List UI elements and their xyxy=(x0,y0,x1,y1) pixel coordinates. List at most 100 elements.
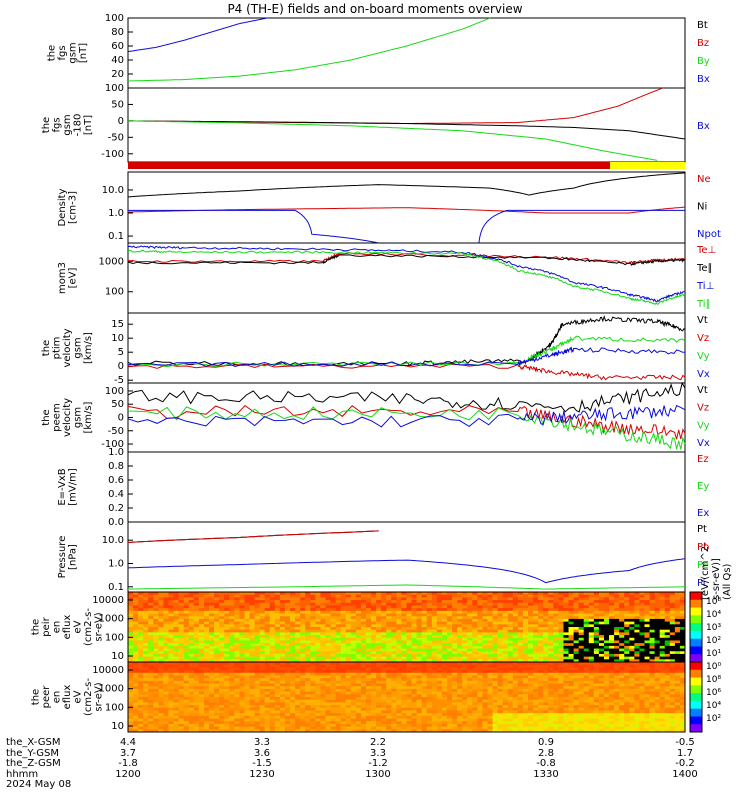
y-axis-label: -180 xyxy=(73,114,84,137)
y-tick-label: 1.0 xyxy=(108,208,124,219)
panel-frame xyxy=(127,661,686,733)
y-tick-label: 1000 xyxy=(99,256,124,267)
series-line-Pi xyxy=(127,558,686,584)
y-tick-label: 50 xyxy=(111,399,124,410)
footer-value: 1230 xyxy=(249,768,275,780)
y-tick-label: 10000 xyxy=(92,665,124,676)
y-tick-label: 0.2 xyxy=(108,503,124,514)
panel-esa-vel2: 100 50 0 -50 -100 the peem velocity gsm [km/s] Vt V… xyxy=(41,381,710,453)
y-tick-label: 80 xyxy=(111,27,124,38)
y-axis-label: [nT] xyxy=(78,43,89,63)
y-axis-label: E=-VxB xyxy=(57,468,68,505)
y-axis-label: the xyxy=(41,340,52,356)
legend-entry: Ey xyxy=(697,481,709,492)
y-tick-label: -50 xyxy=(108,132,124,143)
footer-row-label: the_X-GSM xyxy=(6,737,61,748)
colorbar-label: 10⁴ xyxy=(706,610,721,620)
y-axis-label: the xyxy=(31,619,42,635)
colorbar-peir-cell xyxy=(690,592,702,601)
status-bar-red xyxy=(128,162,610,169)
y-tick-label: 100 xyxy=(105,702,124,713)
series-line-Vx xyxy=(127,404,686,428)
legend-entry: Bt xyxy=(697,20,708,31)
footer-value: 0.9 xyxy=(538,737,554,748)
series-line-green xyxy=(128,120,658,161)
series-line-Vy xyxy=(127,406,686,450)
legend-entry: Ti⊥ xyxy=(696,281,714,292)
y-axis-label: [mV/m] xyxy=(67,468,78,506)
colorbar-label: 10⁶ xyxy=(706,688,721,698)
y-axis-label: gsm xyxy=(67,42,78,63)
y-tick-label: 20 xyxy=(111,69,124,80)
colorbar-label: 10⁴ xyxy=(706,701,721,711)
y-tick-label: 0 xyxy=(118,361,124,372)
footer-value: 1300 xyxy=(365,768,391,780)
legend-entry: Ni xyxy=(697,202,707,213)
y-tick-label: 10.0 xyxy=(102,185,124,196)
footer-value: 3.7 xyxy=(120,747,136,759)
y-tick-label: 0.6 xyxy=(108,475,124,486)
y-tick-label: 1.0 xyxy=(108,447,124,458)
y-axis-label: [eV] xyxy=(67,268,78,289)
legend-entry: Bx xyxy=(697,74,710,85)
y-axis-label: en xyxy=(52,621,63,634)
legend-entry: Pt xyxy=(697,524,707,535)
y-axis-label: peer xyxy=(41,685,52,709)
colorbar-peer-cell xyxy=(690,677,702,686)
colorbar-peir-cell xyxy=(690,646,702,655)
colorbar-peir-cell xyxy=(690,630,702,640)
legend-entry: Vx xyxy=(697,438,710,449)
footer-row-label: hhmm xyxy=(6,768,39,780)
orbit-footer: the_X-GSM 4.4 3.3 2.2 0.9 -0.5 the_Y-GSM 3.7 3.6… xyxy=(4,737,749,791)
series-line-Ti∥ xyxy=(127,249,686,306)
colorbar-peer xyxy=(689,661,703,733)
colorbar-peer-cell xyxy=(690,693,702,702)
y-axis-label: sr-eV) xyxy=(94,682,105,711)
y-axis-label: peem xyxy=(52,403,63,431)
series-line-By xyxy=(128,17,491,82)
legend-entry: Pi xyxy=(697,578,706,589)
footer-row: the_X-GSM 4.4 3.3 2.2 0.9 -0.5 xyxy=(4,737,749,749)
legend-entry: Vy xyxy=(697,351,710,362)
y-tick-label: 0.4 xyxy=(108,489,124,500)
panel-fgs-dsl: 100 50 0 -50 -100 the fgs gsm -180 [nT] Bx xyxy=(41,83,710,163)
colorbar-peer-cell xyxy=(690,700,702,710)
y-tick-label: -5 xyxy=(114,375,124,386)
colorbar-label: 10⁸ xyxy=(706,675,721,685)
y-tick-label: 100 xyxy=(105,83,124,94)
colorbar-peer-cell xyxy=(690,716,702,725)
y-tick-label: 100 xyxy=(105,632,124,643)
y-tick-label: 10 xyxy=(111,651,124,662)
y-axis-label: the xyxy=(31,689,42,705)
legend-entry: Ex xyxy=(697,508,709,519)
panel-esa-vel: 15 10 5 0 -5 the ptim velocity gsm [km/s] Vt Vz Vy Vx xyxy=(41,312,710,386)
footer-value: 1330 xyxy=(533,768,559,780)
y-axis-label: velocity xyxy=(62,328,73,367)
y-tick-label: 40 xyxy=(111,55,124,66)
status-bar-yellow xyxy=(610,162,685,169)
y-axis-label: (cm2-s- xyxy=(83,608,94,646)
footer-value: 2.8 xyxy=(538,747,554,759)
y-axis-label: fgs xyxy=(57,45,68,60)
footer-row: hhmm 1200 1230 1300 1330 1400 xyxy=(4,768,749,781)
legend-entry: Vt xyxy=(697,315,708,326)
y-axis-label: gsm xyxy=(73,407,84,428)
y-tick-label: -50 xyxy=(108,426,124,437)
y-axis-label: eV xyxy=(73,620,84,633)
footer-row: the_Z-GSM -1.8 -1.5 -1.2 -0.8 -0.2 xyxy=(4,758,749,770)
y-tick-label: 0 xyxy=(118,116,124,127)
footer-value: -0.8 xyxy=(536,758,556,769)
colorbar-peir-cell xyxy=(690,599,702,609)
footer-value: 2.2 xyxy=(370,737,386,748)
footer-value: -1.5 xyxy=(252,758,272,769)
panel-peer: 10000 1000 100 10 the peer en eflux eV (cm2-s-sr-… xyxy=(31,661,686,733)
colorbar-peir-cell xyxy=(690,607,702,616)
panel-peir: 10000 1000 100 10 the peir en eflux eV (cm2-s-sr-… xyxy=(31,591,686,663)
footer-row-label: the_Z-GSM xyxy=(6,758,61,769)
colorbar-peer-cell xyxy=(690,724,702,733)
series-line-Bx xyxy=(127,17,268,53)
y-tick-label: -100 xyxy=(101,439,124,450)
legend-entry: Pe xyxy=(697,560,709,571)
